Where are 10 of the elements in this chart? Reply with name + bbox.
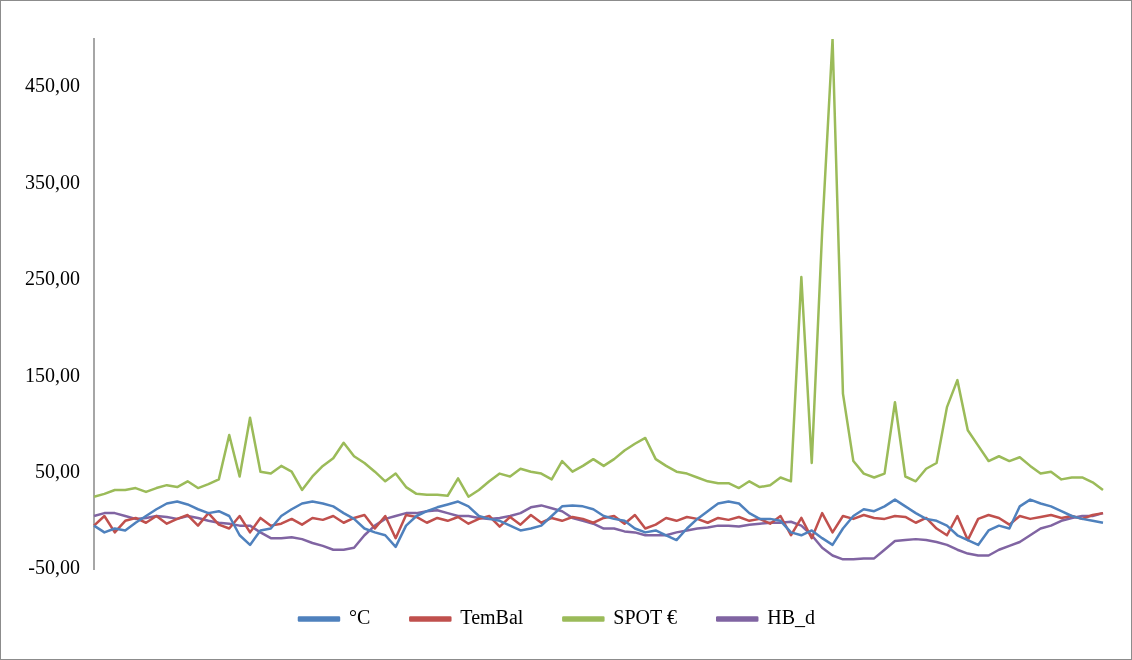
y-tick-label: 350,00 [25,170,80,193]
legend-label: HB_d [767,606,816,629]
y-tick-label: -50,00 [28,556,80,579]
legend-label: °C [348,606,371,629]
legend-label: TemBal [460,606,524,629]
legend-label: SPOT € [613,606,677,629]
y-tick-label: 450,00 [25,74,80,97]
y-tick-label: 50,00 [35,459,80,482]
y-tick-label: 150,00 [25,363,80,386]
y-tick-label: 250,00 [25,267,80,290]
